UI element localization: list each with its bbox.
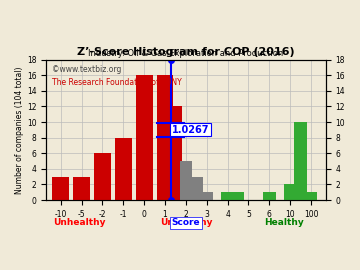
Bar [232, 192, 244, 200]
Text: Unhealthy: Unhealthy [159, 218, 212, 227]
Text: ©www.textbiz.org: ©www.textbiz.org [52, 65, 121, 74]
Bar [94, 153, 111, 200]
Text: Score: Score [172, 218, 200, 227]
Bar [180, 161, 192, 200]
Text: Healthy: Healthy [264, 218, 303, 227]
Y-axis label: Number of companies (104 total): Number of companies (104 total) [15, 66, 24, 194]
Bar [53, 177, 69, 200]
Title: Z’-Score Histogram for COP (2016): Z’-Score Histogram for COP (2016) [77, 48, 295, 58]
Bar [157, 75, 174, 200]
Bar [136, 75, 153, 200]
Bar [305, 192, 317, 200]
Text: Unhealthy: Unhealthy [53, 218, 106, 227]
Text: Industry: Oil & Gas Exploration and Production: Industry: Oil & Gas Exploration and Prod… [88, 49, 284, 58]
Bar [263, 192, 276, 200]
Bar [115, 138, 132, 200]
Text: 1.0267: 1.0267 [172, 125, 209, 135]
Bar [73, 177, 90, 200]
Text: The Research Foundation of SUNY: The Research Foundation of SUNY [52, 78, 181, 87]
Bar [284, 184, 296, 200]
Bar [190, 177, 203, 200]
Bar [294, 122, 307, 200]
Bar [201, 192, 213, 200]
Bar [221, 192, 234, 200]
Bar [169, 106, 182, 200]
